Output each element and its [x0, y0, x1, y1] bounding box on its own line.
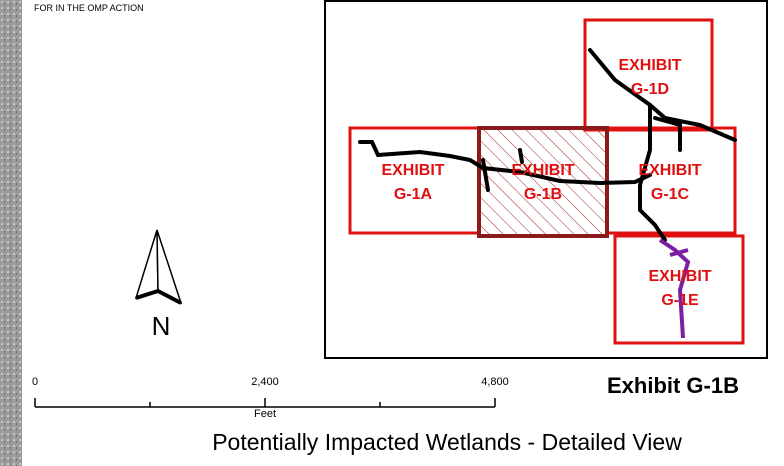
pipeline-route [358, 48, 737, 242]
exhibit-label: G-1B [524, 186, 562, 203]
scale-label: 4,800 [481, 376, 509, 388]
exhibit-label: EXHIBIT [618, 57, 681, 74]
scale-bar: 0 2,400 4,800 Feet [32, 376, 509, 420]
exhibit-label: G-1A [394, 186, 433, 203]
exhibit-label: G-1E [661, 292, 699, 309]
scale-unit: Feet [254, 408, 276, 420]
exhibit-label: EXHIBIT [638, 162, 701, 179]
exhibit-title: Exhibit G-1B [607, 373, 739, 398]
exhibit-label: G-1C [651, 186, 690, 203]
aerial-strip [0, 0, 22, 466]
exhibit-labels: EXHIBIT G-1D EXHIBIT G-1A EXHIBIT G-1B E… [381, 57, 711, 309]
scale-label: 2,400 [251, 376, 279, 388]
header-note: FOR IN THE OMP ACTION [34, 3, 144, 13]
exhibit-label: EXHIBIT [381, 162, 444, 179]
exhibit-label: G-1D [631, 81, 669, 98]
wetland-route [658, 238, 691, 339]
exhibit-box [613, 234, 745, 345]
north-arrow: N [134, 229, 183, 341]
north-label: N [152, 311, 171, 341]
exhibit-label: EXHIBIT [648, 268, 711, 285]
scale-label: 0 [32, 376, 38, 388]
exhibit-label: EXHIBIT [511, 162, 574, 179]
map-subtitle: Potentially Impacted Wetlands - Detailed… [212, 429, 682, 455]
